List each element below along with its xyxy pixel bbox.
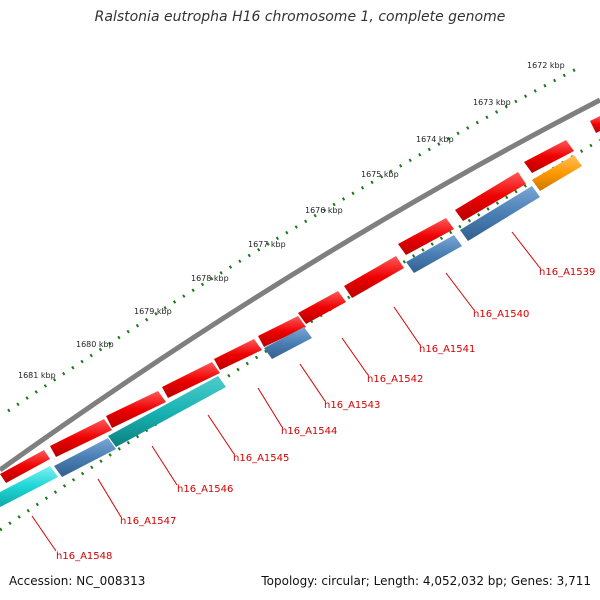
- forward-gene-arrow[interactable]: [258, 316, 306, 347]
- leader-line: [341, 337, 369, 376]
- kbp-label-1674: 1674 kbp: [416, 135, 454, 144]
- map-title: Ralstonia eutropha H16 chromosome 1, com…: [94, 9, 506, 25]
- leader-line: [393, 306, 421, 346]
- gene-label-h16-a1541[interactable]: h16_A1541: [419, 344, 475, 355]
- forward-gene-arrow[interactable]: [344, 256, 404, 298]
- kbp-label-1676: 1676 kbp: [305, 206, 343, 215]
- gene-h16-a1545-arrow[interactable]: [108, 376, 226, 447]
- forward-gene-arrow[interactable]: [455, 172, 526, 221]
- gene-label-h16-a1548[interactable]: h16_A1548: [56, 551, 112, 562]
- forward-gene-arrow[interactable]: [590, 116, 600, 133]
- leader-line: [97, 478, 122, 518]
- gene-label-h16-a1544[interactable]: h16_A1544: [281, 426, 337, 437]
- outer-tick-track: [7, 64, 583, 413]
- forward-gene-arrow[interactable]: [524, 140, 574, 173]
- chromosome-backbone: [0, 97, 600, 473]
- leader-line: [151, 445, 178, 486]
- forward-gene-arrow[interactable]: [398, 218, 454, 255]
- kbp-label-1672: 1672 kbp: [527, 61, 565, 70]
- gene-h16-a1539-arrow[interactable]: [532, 155, 582, 191]
- kbp-label-1679: 1679 kbp: [134, 307, 172, 316]
- gene-h16-a1540-arrow[interactable]: [460, 186, 540, 241]
- gene-h16-a1547-arrow[interactable]: [54, 438, 116, 477]
- forward-gene-arrow[interactable]: [50, 419, 112, 457]
- forward-gene-arrow[interactable]: [0, 450, 50, 483]
- forward-gene-arrow[interactable]: [298, 291, 346, 324]
- forward-gene-arrow[interactable]: [106, 391, 166, 428]
- genome-summary-text: Topology: circular; Length: 4,052,032 bp…: [261, 574, 591, 588]
- gene-label-h16-a1547[interactable]: h16_A1547: [120, 516, 176, 527]
- leader-line: [299, 363, 326, 402]
- gene-h16-a1541-arrow[interactable]: [406, 235, 462, 273]
- leader-line: [207, 414, 235, 455]
- gene-label-h16-a1543[interactable]: h16_A1543: [324, 400, 380, 411]
- gene-leader-lines: [31, 231, 541, 552]
- gene-label-h16-a1539[interactable]: h16_A1539: [539, 267, 595, 278]
- kbp-label-1678: 1678 kbp: [191, 274, 229, 283]
- accession-text: Accession: NC_008313: [9, 574, 146, 588]
- gene-label-h16-a1540[interactable]: h16_A1540: [473, 309, 529, 320]
- leader-line: [31, 515, 57, 552]
- kbp-label-1680: 1680 kbp: [76, 340, 114, 349]
- gene-h16-a1548-arrow[interactable]: [0, 466, 58, 507]
- reverse-strand-genes: [0, 155, 582, 507]
- kbp-label-1673: 1673 kbp: [473, 98, 511, 107]
- gene-h16-a1543-arrow[interactable]: [264, 327, 312, 359]
- kbp-label-1681: 1681 kbp: [18, 371, 56, 380]
- kbp-label-1677: 1677 kbp: [248, 240, 286, 249]
- gene-label-h16-a1542[interactable]: h16_A1542: [367, 374, 423, 385]
- forward-strand-genes: [0, 116, 600, 483]
- forward-gene-arrow[interactable]: [214, 339, 262, 370]
- forward-gene-arrow[interactable]: [162, 362, 220, 398]
- leader-line: [511, 231, 541, 269]
- leader-line: [445, 272, 475, 311]
- gene-label-h16-a1545[interactable]: h16_A1545: [233, 453, 289, 464]
- leader-line: [257, 387, 283, 428]
- kbp-label-1675: 1675 kbp: [361, 170, 399, 179]
- gene-label-h16-a1546[interactable]: h16_A1546: [177, 484, 233, 495]
